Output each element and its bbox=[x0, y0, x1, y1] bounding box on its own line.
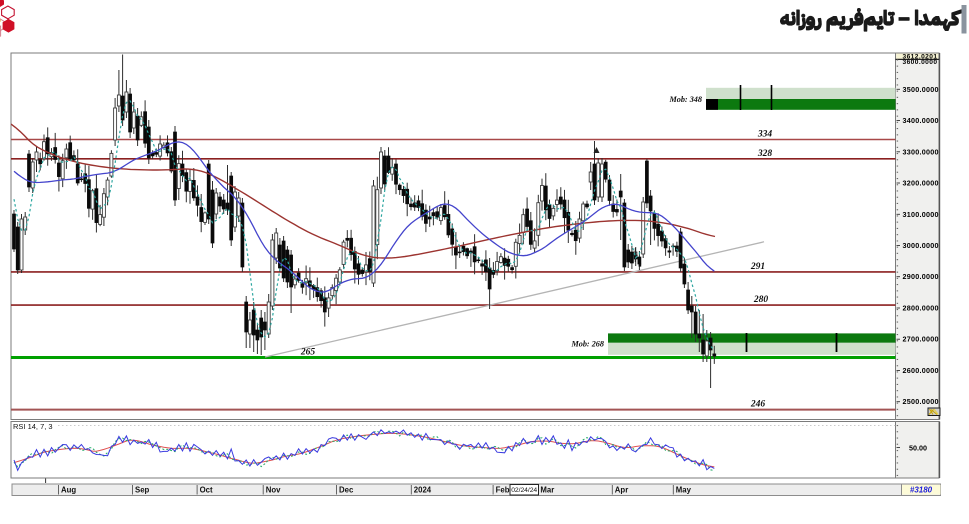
svg-text:246: 246 bbox=[750, 400, 766, 410]
svg-text:50.00: 50.00 bbox=[909, 444, 927, 453]
svg-text:3400.0000: 3400.0000 bbox=[903, 116, 939, 125]
svg-text:2800.0000: 2800.0000 bbox=[903, 304, 939, 313]
svg-text:Apr: Apr bbox=[615, 485, 628, 494]
svg-text:02/24/24: 02/24/24 bbox=[511, 487, 537, 494]
svg-text:328: 328 bbox=[757, 149, 773, 159]
svg-text:3200.0000: 3200.0000 bbox=[903, 179, 939, 188]
svg-text:3300.0000: 3300.0000 bbox=[903, 147, 939, 156]
svg-text:3100.0000: 3100.0000 bbox=[903, 210, 939, 219]
svg-text:291: 291 bbox=[750, 262, 765, 272]
svg-text:2700.0000: 2700.0000 bbox=[903, 335, 939, 344]
svg-text:Feb: Feb bbox=[496, 485, 510, 494]
svg-text:3600.0000: 3600.0000 bbox=[903, 59, 938, 66]
svg-text:2900.0000: 2900.0000 bbox=[903, 272, 939, 281]
svg-text:Aug: Aug bbox=[61, 485, 76, 494]
svg-text:3000.0000: 3000.0000 bbox=[903, 241, 939, 250]
svg-text:334: 334 bbox=[757, 130, 773, 140]
svg-text:2600.0000: 2600.0000 bbox=[903, 366, 939, 375]
svg-text:Mob: 348: Mob: 348 bbox=[668, 95, 702, 104]
svg-text:Sep: Sep bbox=[135, 485, 150, 494]
svg-text:3612.0201: 3612.0201 bbox=[903, 54, 938, 61]
svg-text:280: 280 bbox=[753, 295, 769, 305]
svg-text:265: 265 bbox=[300, 348, 316, 358]
svg-text:3500.0000: 3500.0000 bbox=[903, 85, 939, 94]
svg-text:Nov: Nov bbox=[266, 485, 281, 494]
svg-text:RSI 14, 7, 3: RSI 14, 7, 3 bbox=[13, 422, 53, 431]
svg-text:Mob: 268: Mob: 268 bbox=[570, 339, 604, 348]
svg-text:2024: 2024 bbox=[414, 485, 432, 494]
svg-text:Oct: Oct bbox=[200, 485, 213, 494]
svg-text:2500.0000: 2500.0000 bbox=[903, 397, 939, 406]
svg-text:#3180: #3180 bbox=[910, 486, 933, 495]
svg-text:Mar: Mar bbox=[540, 485, 554, 494]
svg-text:Dec: Dec bbox=[339, 485, 354, 494]
svg-text:May: May bbox=[676, 485, 692, 494]
